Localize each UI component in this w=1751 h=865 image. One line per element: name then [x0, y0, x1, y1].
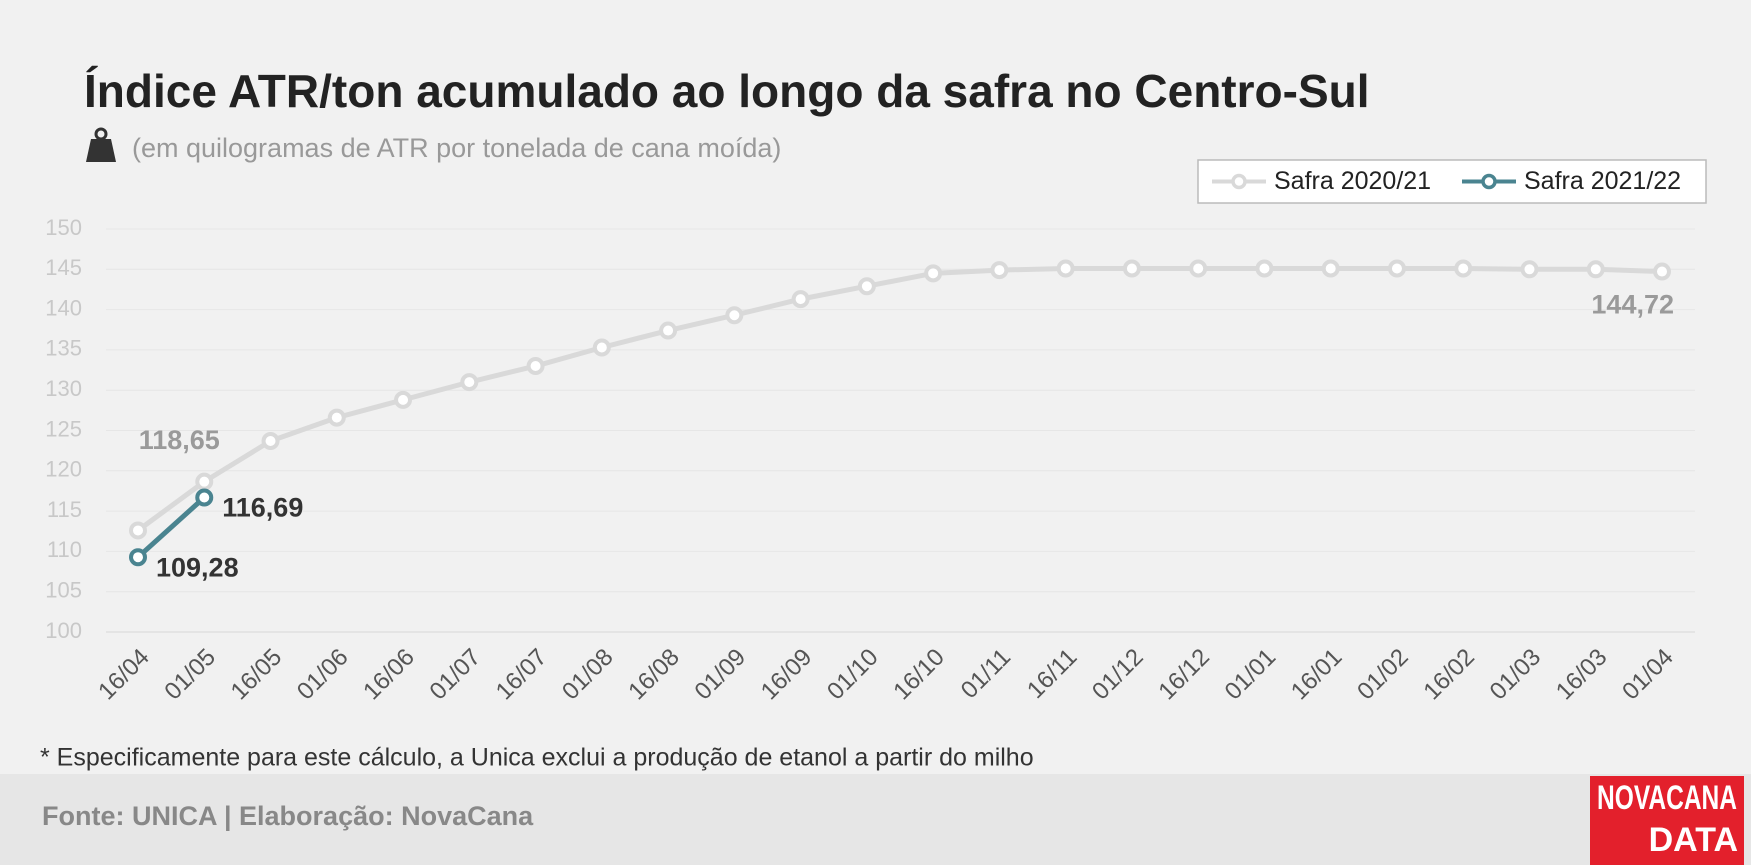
- source: Fonte: UNICA | Elaboração: NovaCana: [42, 801, 534, 831]
- point-marker: [1189, 259, 1208, 278]
- point-marker: [261, 431, 280, 450]
- y-tick-label: 110: [47, 537, 82, 562]
- legend-label: Safra 2021/22: [1524, 167, 1681, 195]
- point-marker: [195, 472, 214, 491]
- logo-text: NOVACANA: [1597, 779, 1737, 817]
- point-marker: [129, 521, 147, 540]
- point-marker: [195, 488, 214, 507]
- footnote: * Especificamente para este cálculo, a U…: [40, 744, 1034, 772]
- point-marker: [129, 548, 147, 567]
- point-marker: [1056, 259, 1075, 278]
- point-marker: [791, 290, 810, 309]
- y-tick-label: 120: [45, 457, 82, 482]
- x-tick-label: 16/06: [358, 644, 420, 706]
- x-tick-label: 01/11: [956, 644, 1016, 704]
- x-tick-label: 01/01: [1220, 644, 1282, 706]
- point-marker: [1653, 262, 1671, 281]
- point-marker: [1387, 259, 1406, 278]
- point-marker: [592, 338, 611, 357]
- x-tick-label: 01/10: [822, 644, 884, 706]
- data-label: 118,65: [139, 425, 220, 455]
- x-tick-label: 01/08: [557, 644, 619, 706]
- point-marker: [924, 264, 943, 283]
- legend-label: Safra 2020/21: [1274, 167, 1431, 195]
- x-tick-label: 01/05: [159, 644, 221, 706]
- point-marker: [659, 321, 678, 340]
- data-label: 109,28: [156, 552, 239, 582]
- point-marker: [1122, 259, 1141, 278]
- x-tick-label: 01/02: [1352, 644, 1414, 706]
- x-tick-label: 16/04: [93, 644, 155, 706]
- x-tick-label: 01/12: [1087, 644, 1149, 706]
- x-tick-label: 16/10: [888, 644, 950, 706]
- y-tick-label: 145: [45, 255, 82, 280]
- x-tick-label: 16/12: [1153, 644, 1215, 706]
- point-marker: [1321, 259, 1340, 278]
- point-marker: [1255, 259, 1274, 278]
- x-tick-label: 16/09: [756, 644, 818, 706]
- point-marker: [1454, 259, 1473, 278]
- point-marker: [526, 357, 545, 376]
- legend-box: [1197, 159, 1707, 204]
- logo-text: DATA: [1649, 821, 1738, 859]
- y-tick-label: 100: [45, 618, 82, 643]
- weight-icon: [86, 127, 116, 162]
- legend-marker: [1481, 173, 1497, 190]
- series-line: [136, 265, 1663, 533]
- point-marker: [1520, 260, 1539, 279]
- point-marker: [327, 408, 346, 427]
- y-tick-label: 135: [45, 336, 82, 361]
- footer-band: [0, 774, 1751, 865]
- data-label: 116,69: [222, 493, 303, 523]
- chart-title: Índice ATR/ton acumulado ao longo da saf…: [84, 65, 1370, 117]
- logo-box: [1590, 776, 1744, 865]
- series-line: [136, 495, 206, 560]
- y-tick-label: 115: [47, 497, 82, 522]
- y-tick-label: 130: [45, 376, 82, 401]
- chart-subtitle: (em quilogramas de ATR por tonelada de c…: [132, 133, 781, 163]
- x-tick-label: 01/04: [1617, 644, 1679, 706]
- x-tick-label: 16/02: [1418, 644, 1480, 706]
- y-tick-label: 140: [45, 295, 82, 320]
- point-marker: [725, 306, 744, 325]
- point-marker: [460, 373, 479, 392]
- x-tick-label: 16/08: [623, 644, 685, 706]
- y-tick-label: 150: [45, 215, 82, 240]
- x-tick-label: 16/11: [1022, 644, 1082, 704]
- point-marker: [857, 277, 876, 296]
- point-marker: [1586, 260, 1605, 279]
- x-tick-label: 01/06: [292, 644, 354, 706]
- x-tick-label: 01/07: [424, 644, 486, 706]
- data-label: 144,72: [1591, 290, 1674, 320]
- point-marker: [990, 261, 1009, 280]
- y-tick-label: 105: [45, 578, 82, 603]
- x-tick-label: 01/09: [690, 644, 752, 706]
- y-tick-label: 125: [45, 416, 82, 441]
- x-tick-label: 16/07: [491, 644, 553, 706]
- legend-marker: [1231, 173, 1247, 190]
- legend: Safra 2020/21 Safra 2021/22: [1197, 159, 1707, 204]
- x-tick-label: 16/05: [226, 644, 288, 706]
- x-tick-label: 01/03: [1485, 644, 1547, 706]
- x-tick-label: 16/03: [1551, 644, 1613, 706]
- x-tick-label: 16/01: [1286, 644, 1348, 706]
- point-marker: [394, 390, 413, 409]
